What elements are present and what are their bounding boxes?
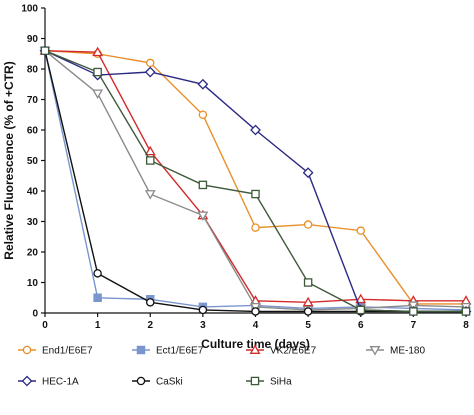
- data-point-siha: [303, 278, 313, 287]
- legend-marker: [22, 345, 32, 355]
- legend-item-vk2-e6e7: VK2/E6E7: [246, 344, 317, 357]
- legend-marker: [249, 344, 261, 354]
- data-point-siha: [409, 307, 418, 316]
- x-tick-label: 5: [305, 320, 311, 331]
- series-line-siha: [44, 50, 466, 313]
- y-tick-label: 100: [21, 4, 38, 15]
- y-axis-title: Relative Fluorescence (% of +CTR): [2, 61, 16, 259]
- data-point-ect1-e6e7: [93, 293, 102, 302]
- legend-item-ect1-e6e7: Ect1/E6E7: [132, 346, 204, 357]
- y-tick-label: 40: [27, 187, 39, 198]
- data-point-me-180: [197, 211, 209, 222]
- legend-marker: [136, 345, 146, 355]
- data-point-end1-e6e7: [145, 58, 155, 68]
- y-tick-label: 60: [27, 126, 39, 137]
- series-layer: [39, 45, 472, 317]
- y-tick-label: 70: [27, 95, 39, 106]
- data-point-end1-e6e7: [198, 110, 208, 120]
- legend-label: End1/E6E7: [42, 346, 93, 357]
- data-point-siha: [40, 46, 50, 55]
- data-point-caski: [198, 305, 208, 315]
- data-point-vk2-e6e7: [144, 145, 156, 156]
- x-tick-label: 4: [253, 320, 259, 331]
- legend-marker: [136, 376, 146, 386]
- y-tick-label: 30: [27, 217, 39, 228]
- legend-item-hec-1a: HEC-1A: [18, 375, 79, 388]
- legend-label: CaSki: [156, 377, 183, 388]
- data-point-end1-e6e7: [251, 223, 260, 232]
- data-point-hec-1a: [250, 124, 261, 136]
- data-point-end1-e6e7: [303, 220, 313, 229]
- legend-item-siha: SiHa: [246, 377, 292, 388]
- data-point-me-180: [92, 89, 104, 100]
- axes: 0 10 20 30 40 50 60 70 80 90 100 0 1 2 3 4 5 6 7 8: [21, 4, 469, 332]
- y-tick-label: 10: [27, 278, 39, 289]
- legend-item-me-180: ME-180: [366, 346, 425, 357]
- y-ticks: 0 10 20 30 40 50 60 70 80 90 100: [21, 4, 45, 320]
- data-point-vk2-e6e7: [302, 296, 314, 307]
- legend-label: VK2/E6E7: [270, 346, 317, 357]
- data-point-caski: [303, 307, 313, 316]
- x-tick-label: 6: [358, 320, 364, 331]
- series-hec-1a: [39, 45, 472, 317]
- legend-label: ME-180: [390, 346, 425, 357]
- data-point-hec-1a: [302, 167, 314, 179]
- y-tick-label: 90: [27, 34, 39, 45]
- data-point-hec-1a: [197, 78, 209, 90]
- y-tick-label: 0: [32, 309, 38, 320]
- x-tick-label: 2: [147, 320, 153, 331]
- y-tick-label: 20: [27, 248, 39, 259]
- data-point-vk2-e6e7: [355, 293, 367, 304]
- legend-item-caski: CaSki: [132, 377, 183, 388]
- data-point-hec-1a: [144, 66, 156, 78]
- data-point-siha: [251, 189, 260, 199]
- legend-marker: [369, 346, 381, 356]
- series-end1-e6e7: [40, 46, 471, 309]
- legend-item-end1-e6e7: End1/E6E7: [18, 346, 93, 357]
- legend: End1/E6E7 Ect1/E6E7 VK2/E6E7 ME-180 HEC-1A Ca…: [18, 344, 425, 388]
- legend-label: SiHa: [270, 377, 292, 388]
- x-tick-label: 3: [200, 320, 206, 331]
- series-ect1-e6e7: [40, 46, 471, 315]
- data-point-me-180: [144, 190, 156, 200]
- data-point-siha: [93, 67, 102, 77]
- data-point-me-180: [407, 301, 419, 311]
- x-tick-label: 8: [463, 320, 469, 331]
- data-point-siha: [198, 180, 208, 190]
- legend-label: Ect1/E6E7: [156, 346, 204, 357]
- series-siha: [40, 46, 471, 316]
- data-point-siha: [461, 307, 471, 316]
- series-me-180: [39, 46, 472, 316]
- x-tick-label: 7: [411, 320, 417, 331]
- x-ticks: 0 1 2 3 4 5 6 7 8: [42, 313, 469, 331]
- data-point-siha: [356, 305, 365, 315]
- series-caski: [40, 46, 471, 316]
- data-point-vk2-e6e7: [92, 46, 104, 57]
- data-point-end1-e6e7: [356, 226, 365, 235]
- x-tick-label: 1: [95, 320, 101, 331]
- legend-marker: [250, 376, 260, 386]
- legend-marker: [21, 375, 33, 387]
- y-tick-label: 80: [27, 65, 39, 76]
- data-point-caski: [145, 298, 155, 307]
- y-tick-label: 50: [27, 156, 39, 167]
- data-point-siha: [145, 156, 155, 165]
- legend-label: HEC-1A: [42, 377, 79, 388]
- x-tick-label: 0: [42, 320, 48, 331]
- data-point-caski: [93, 269, 102, 278]
- data-point-caski: [251, 307, 260, 316]
- x-axis-title: Culture time (days): [201, 337, 310, 351]
